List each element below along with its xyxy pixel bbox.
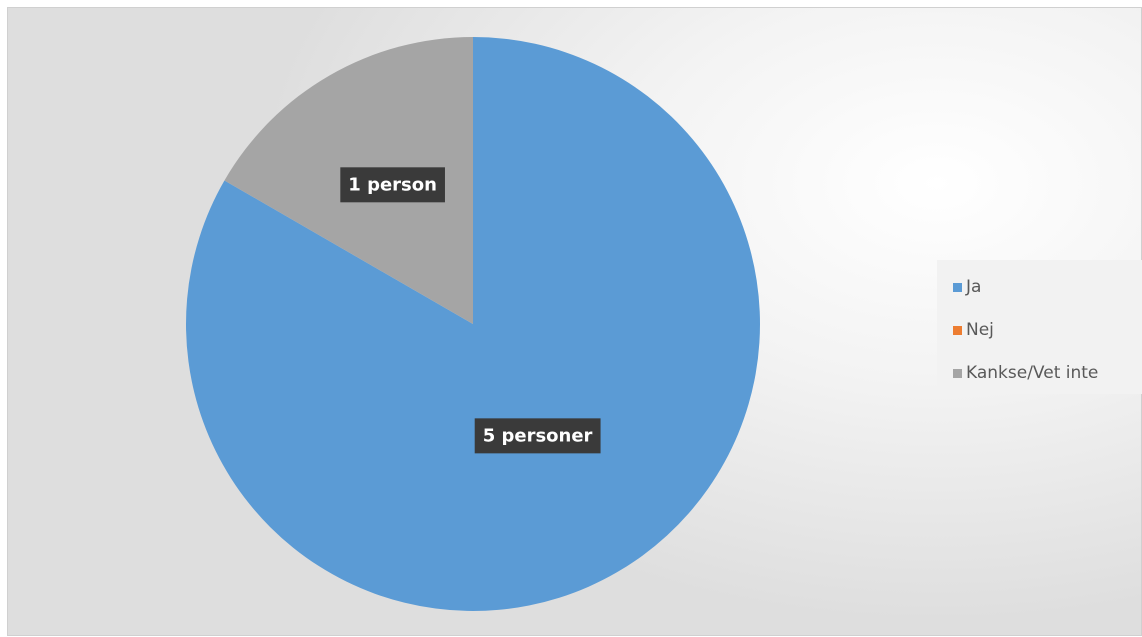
legend-item-kankse-vet-inte: Kankse/Vet inte: [953, 363, 1098, 383]
legend-swatch-kankse-vet-inte: [953, 368, 962, 378]
legend-label-nej: Nej: [966, 320, 994, 340]
chart-area: 5 personer 1 person Ja Nej Kankse/Vet int…: [7, 7, 1142, 636]
legend-swatch-nej: [953, 325, 962, 335]
data-label-text-ja: 5 personer: [483, 425, 593, 446]
data-label-text-kankse-vet-inte: 1 person: [348, 174, 437, 195]
pie-chart: 5 personer 1 person: [186, 37, 760, 611]
data-label-kankse-vet-inte: 1 person: [340, 167, 445, 203]
data-label-background-ja: [474, 418, 601, 454]
legend: Ja Nej Kankse/Vet inte: [937, 260, 1142, 394]
legend-label-ja: Ja: [966, 277, 982, 297]
legend-label-kankse-vet-inte: Kankse/Vet inte: [966, 363, 1099, 383]
data-label-ja: 5 personer: [474, 418, 601, 454]
legend-swatch-ja: [953, 282, 962, 292]
data-label-background-kankse-vet-inte: [340, 167, 445, 203]
legend-item-nej: Nej: [953, 320, 994, 340]
legend-item-ja: Ja: [953, 277, 981, 297]
